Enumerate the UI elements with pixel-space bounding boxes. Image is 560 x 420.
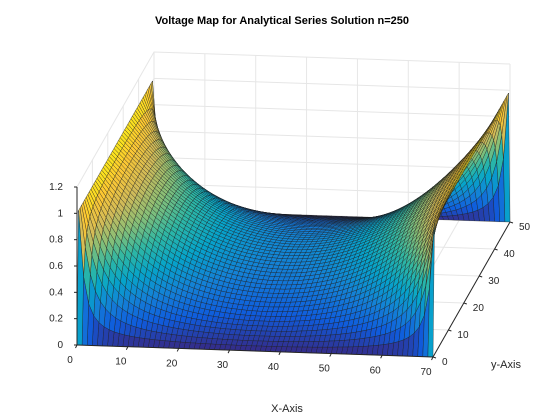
y-tick-label: 30 [488, 276, 500, 287]
y-tick-mark [432, 356, 437, 359]
y-tick-mark [479, 275, 483, 278]
chart-title: Voltage Map for Analytical Series Soluti… [155, 15, 409, 27]
y-tick-label: 50 [519, 222, 531, 233]
x-tick-label: 20 [166, 358, 178, 369]
z-tick-label: 0.4 [49, 287, 63, 298]
y-tick-label: 0 [442, 357, 448, 368]
x-tick-label: 60 [370, 365, 382, 376]
z-tick-label: 1 [57, 208, 63, 219]
x-tick-label: 50 [319, 364, 331, 375]
y-tick-mark [448, 329, 452, 332]
x-axis-label: X-Axis [271, 403, 303, 415]
x-tick-label: 70 [420, 367, 432, 378]
z-tick-label: 0.6 [49, 261, 63, 272]
x-tick-label: 0 [67, 355, 73, 366]
x-tick-label: 30 [217, 360, 229, 371]
y-tick-mark [494, 248, 498, 251]
x-tick-label: 10 [115, 357, 127, 368]
y-tick-label: 10 [457, 330, 469, 341]
y-tick-mark [463, 302, 467, 305]
y-tick-label: 20 [473, 303, 485, 314]
z-tick-label: 0.2 [49, 314, 63, 325]
z-gridline [76, 51, 511, 188]
z-tick-label: 1.2 [49, 182, 63, 193]
surface-mesh [76, 80, 511, 358]
z-tick-label: 0.8 [49, 235, 63, 246]
x-tick-label: 40 [268, 362, 280, 373]
y-axis-line [432, 221, 511, 358]
z-tick-label: 0 [57, 340, 63, 351]
y-tick-label: 40 [504, 249, 516, 260]
y-tick-mark [509, 221, 514, 224]
y-axis-label: y-Axis [491, 359, 521, 371]
